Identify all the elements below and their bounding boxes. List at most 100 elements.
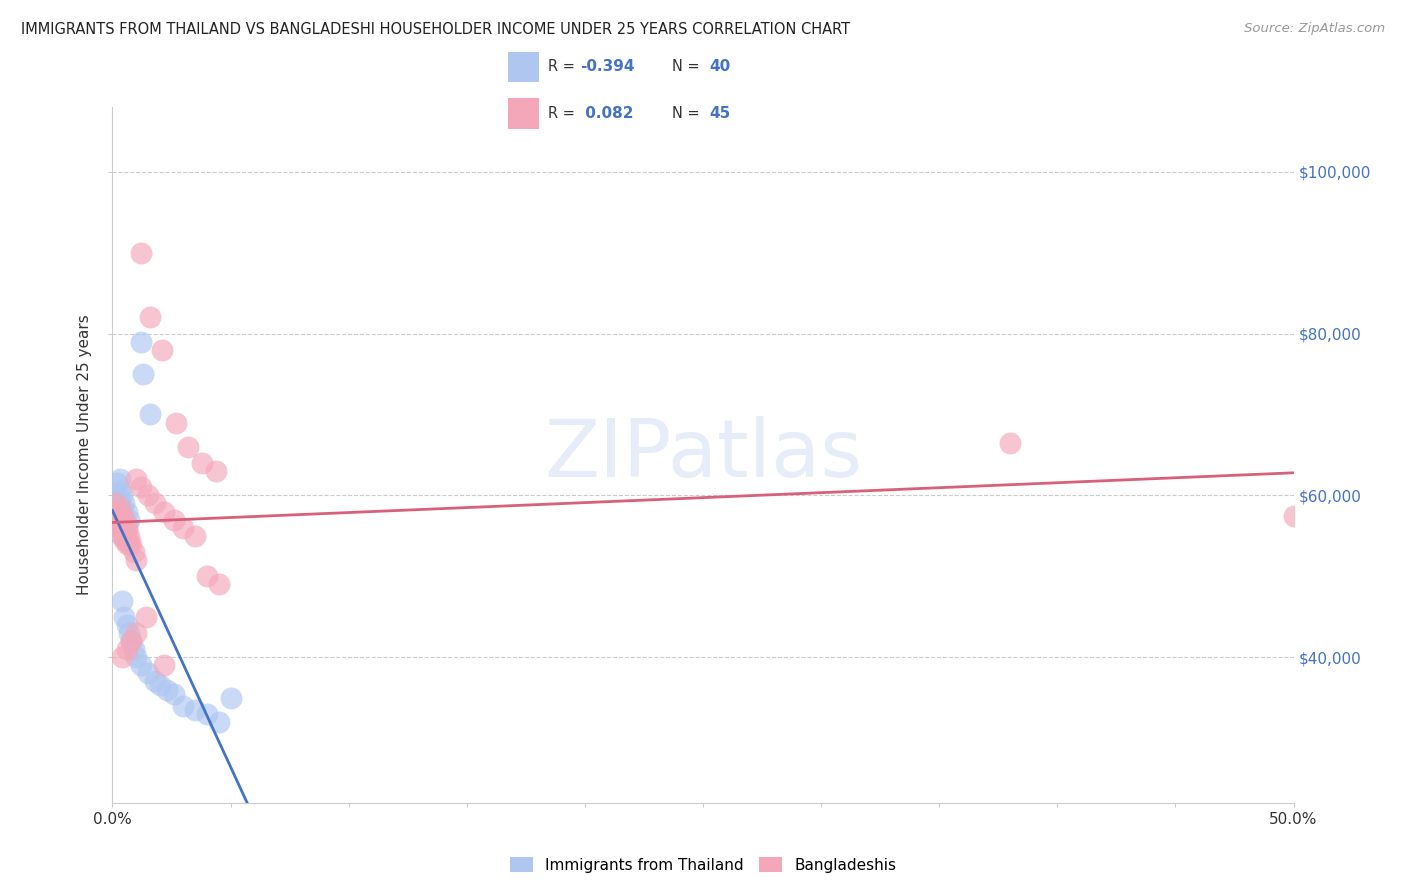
Point	[111, 593, 134, 607]
Point	[135, 609, 157, 624]
Point	[108, 513, 131, 527]
Point	[208, 714, 231, 729]
Point	[139, 408, 162, 422]
Point	[163, 687, 186, 701]
Point	[105, 476, 128, 491]
Point	[172, 698, 194, 713]
Text: R =: R =	[548, 60, 579, 74]
Point	[111, 508, 134, 523]
Point	[184, 703, 207, 717]
Point	[156, 682, 179, 697]
Y-axis label: Householder Income Under 25 years: Householder Income Under 25 years	[77, 315, 93, 595]
Point	[105, 504, 128, 518]
Point	[115, 516, 138, 531]
Point	[115, 617, 138, 632]
Point	[184, 529, 207, 543]
Point	[118, 529, 141, 543]
Point	[163, 513, 186, 527]
Point	[115, 504, 138, 518]
Point	[125, 650, 148, 665]
Point	[108, 472, 131, 486]
Point	[118, 626, 141, 640]
Legend: Immigrants from Thailand, Bangladeshis: Immigrants from Thailand, Bangladeshis	[503, 850, 903, 879]
Point	[118, 513, 141, 527]
Point	[115, 529, 138, 543]
Point	[112, 513, 135, 527]
Point	[136, 666, 159, 681]
Point	[111, 513, 134, 527]
Text: R =: R =	[548, 106, 579, 120]
Point	[195, 569, 218, 583]
Text: Source: ZipAtlas.com: Source: ZipAtlas.com	[1244, 22, 1385, 36]
Point	[112, 609, 135, 624]
Text: N =: N =	[672, 106, 704, 120]
Point	[205, 464, 228, 478]
Point	[105, 496, 128, 510]
Point	[105, 513, 128, 527]
Point	[125, 553, 148, 567]
Point	[104, 488, 127, 502]
Point	[111, 650, 134, 665]
Point	[112, 521, 135, 535]
Point	[129, 334, 152, 349]
Point	[108, 521, 131, 535]
Text: -0.394: -0.394	[579, 60, 634, 74]
FancyBboxPatch shape	[508, 98, 540, 128]
Point	[111, 488, 134, 502]
Point	[150, 343, 173, 357]
Text: 45: 45	[710, 106, 731, 120]
Point	[129, 658, 152, 673]
Text: N =: N =	[672, 60, 704, 74]
Point	[125, 626, 148, 640]
Point	[112, 496, 135, 510]
Point	[143, 496, 166, 510]
Text: IMMIGRANTS FROM THAILAND VS BANGLADESHI HOUSEHOLDER INCOME UNDER 25 YEARS CORREL: IMMIGRANTS FROM THAILAND VS BANGLADESHI …	[21, 22, 851, 37]
Point	[122, 642, 145, 657]
Point	[208, 577, 231, 591]
Point	[165, 416, 187, 430]
Point	[112, 513, 135, 527]
Point	[108, 508, 131, 523]
Point	[118, 537, 141, 551]
Text: 0.082: 0.082	[579, 106, 633, 120]
Point	[153, 504, 176, 518]
Point	[136, 488, 159, 502]
Point	[153, 658, 176, 673]
Point	[111, 500, 134, 515]
Point	[108, 492, 131, 507]
Point	[108, 484, 131, 499]
Point	[108, 500, 131, 515]
Point	[172, 521, 194, 535]
Point	[219, 690, 242, 705]
Point	[111, 529, 134, 543]
Point	[111, 521, 134, 535]
Point	[998, 435, 1021, 450]
Point	[104, 496, 127, 510]
Point	[125, 472, 148, 486]
FancyBboxPatch shape	[508, 52, 540, 82]
Point	[108, 521, 131, 535]
Point	[112, 524, 135, 539]
Point	[132, 367, 155, 381]
Point	[111, 529, 134, 543]
Point	[143, 674, 166, 689]
Point	[129, 245, 152, 260]
Point	[120, 634, 142, 648]
Point	[191, 456, 214, 470]
Point	[115, 642, 138, 657]
Point	[149, 678, 172, 692]
Point	[105, 504, 128, 518]
Point	[177, 440, 200, 454]
Point	[115, 521, 138, 535]
Point	[115, 537, 138, 551]
Point	[112, 533, 135, 547]
Point	[120, 537, 142, 551]
Point	[139, 310, 162, 325]
Text: 40: 40	[710, 60, 731, 74]
Point	[120, 634, 142, 648]
Text: ZIPatlas: ZIPatlas	[544, 416, 862, 494]
Point	[1282, 508, 1305, 523]
Point	[129, 480, 152, 494]
Point	[195, 706, 218, 721]
Point	[122, 545, 145, 559]
